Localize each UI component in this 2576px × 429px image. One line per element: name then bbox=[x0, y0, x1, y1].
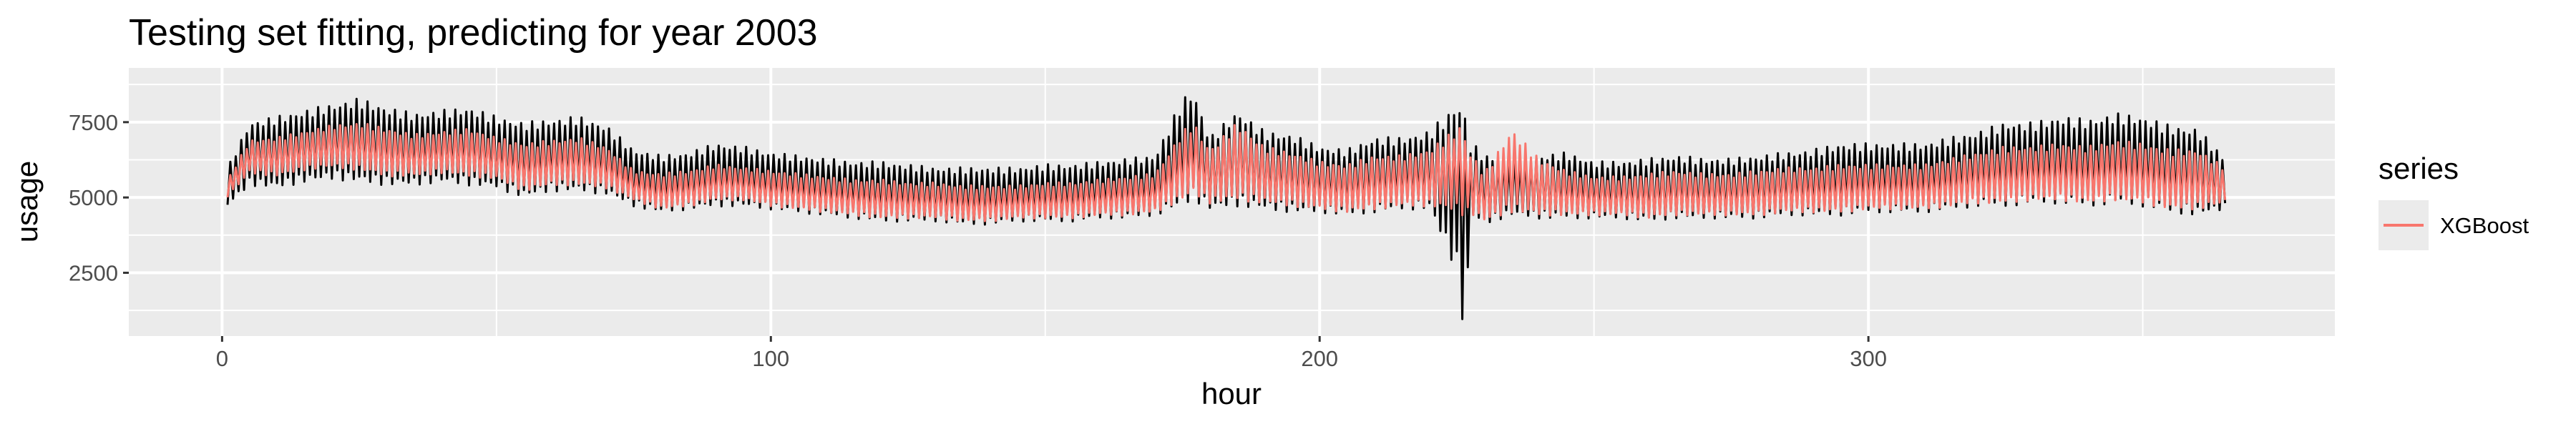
x-tick-label-1: 100 bbox=[752, 346, 789, 371]
legend: series XGBoost bbox=[2379, 152, 2529, 250]
y-axis-title: usage bbox=[10, 161, 44, 242]
y-axis: 2500 5000 7500 bbox=[69, 110, 129, 286]
x-tick-label-2: 200 bbox=[1301, 346, 1338, 371]
x-tick-label-0: 0 bbox=[216, 346, 228, 371]
plot-panel bbox=[129, 68, 2335, 336]
y-tick-label-1: 5000 bbox=[69, 185, 118, 210]
chart-title: Testing set fitting, predicting for year… bbox=[129, 12, 818, 54]
series-xgboost-line bbox=[226, 123, 2227, 222]
x-axis: 0 100 200 300 bbox=[216, 336, 1887, 371]
legend-label-xgboost: XGBoost bbox=[2440, 213, 2529, 238]
y-tick-label-0: 2500 bbox=[69, 261, 118, 286]
x-axis-title: hour bbox=[1201, 377, 1262, 410]
legend-title: series bbox=[2379, 152, 2459, 185]
series-xgboost-path bbox=[226, 123, 2227, 222]
x-tick-label-3: 300 bbox=[1850, 346, 1887, 371]
y-tick-label-2: 7500 bbox=[69, 110, 118, 135]
